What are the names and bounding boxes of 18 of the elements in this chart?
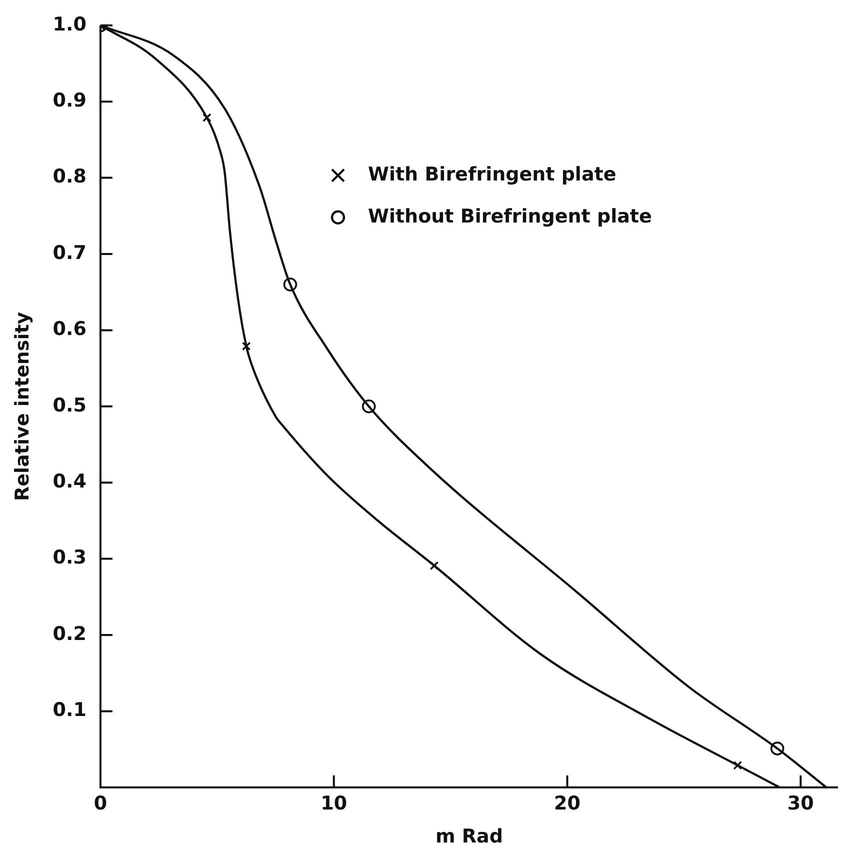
x-axis-title: m Rad bbox=[435, 826, 503, 848]
y-tick-label: 0.7 bbox=[52, 242, 86, 264]
y-tick-label: 0.4 bbox=[52, 470, 86, 493]
y-tick-label: 0.8 bbox=[52, 166, 86, 188]
y-axis-title: Relative intensity bbox=[11, 311, 34, 501]
legend-label: With Birefringent plate bbox=[368, 163, 616, 186]
x-tick-label: 30 bbox=[787, 792, 814, 815]
y-tick-label: 0.1 bbox=[52, 699, 86, 722]
y-tick-label: 0.3 bbox=[52, 546, 86, 569]
y-tick-label: 0.9 bbox=[52, 90, 86, 112]
x-tick-label: 10 bbox=[320, 792, 348, 815]
y-tick-label: 0.2 bbox=[52, 622, 86, 645]
y-tick-label: 0.5 bbox=[52, 394, 86, 416]
legend-label: Without Birefringent plate bbox=[368, 205, 652, 228]
x-tick-label: 20 bbox=[554, 792, 580, 815]
x-tick-label: 0 bbox=[94, 792, 108, 815]
y-tick-label: 1.0 bbox=[52, 13, 86, 36]
y-tick-label: 0.6 bbox=[52, 318, 86, 340]
